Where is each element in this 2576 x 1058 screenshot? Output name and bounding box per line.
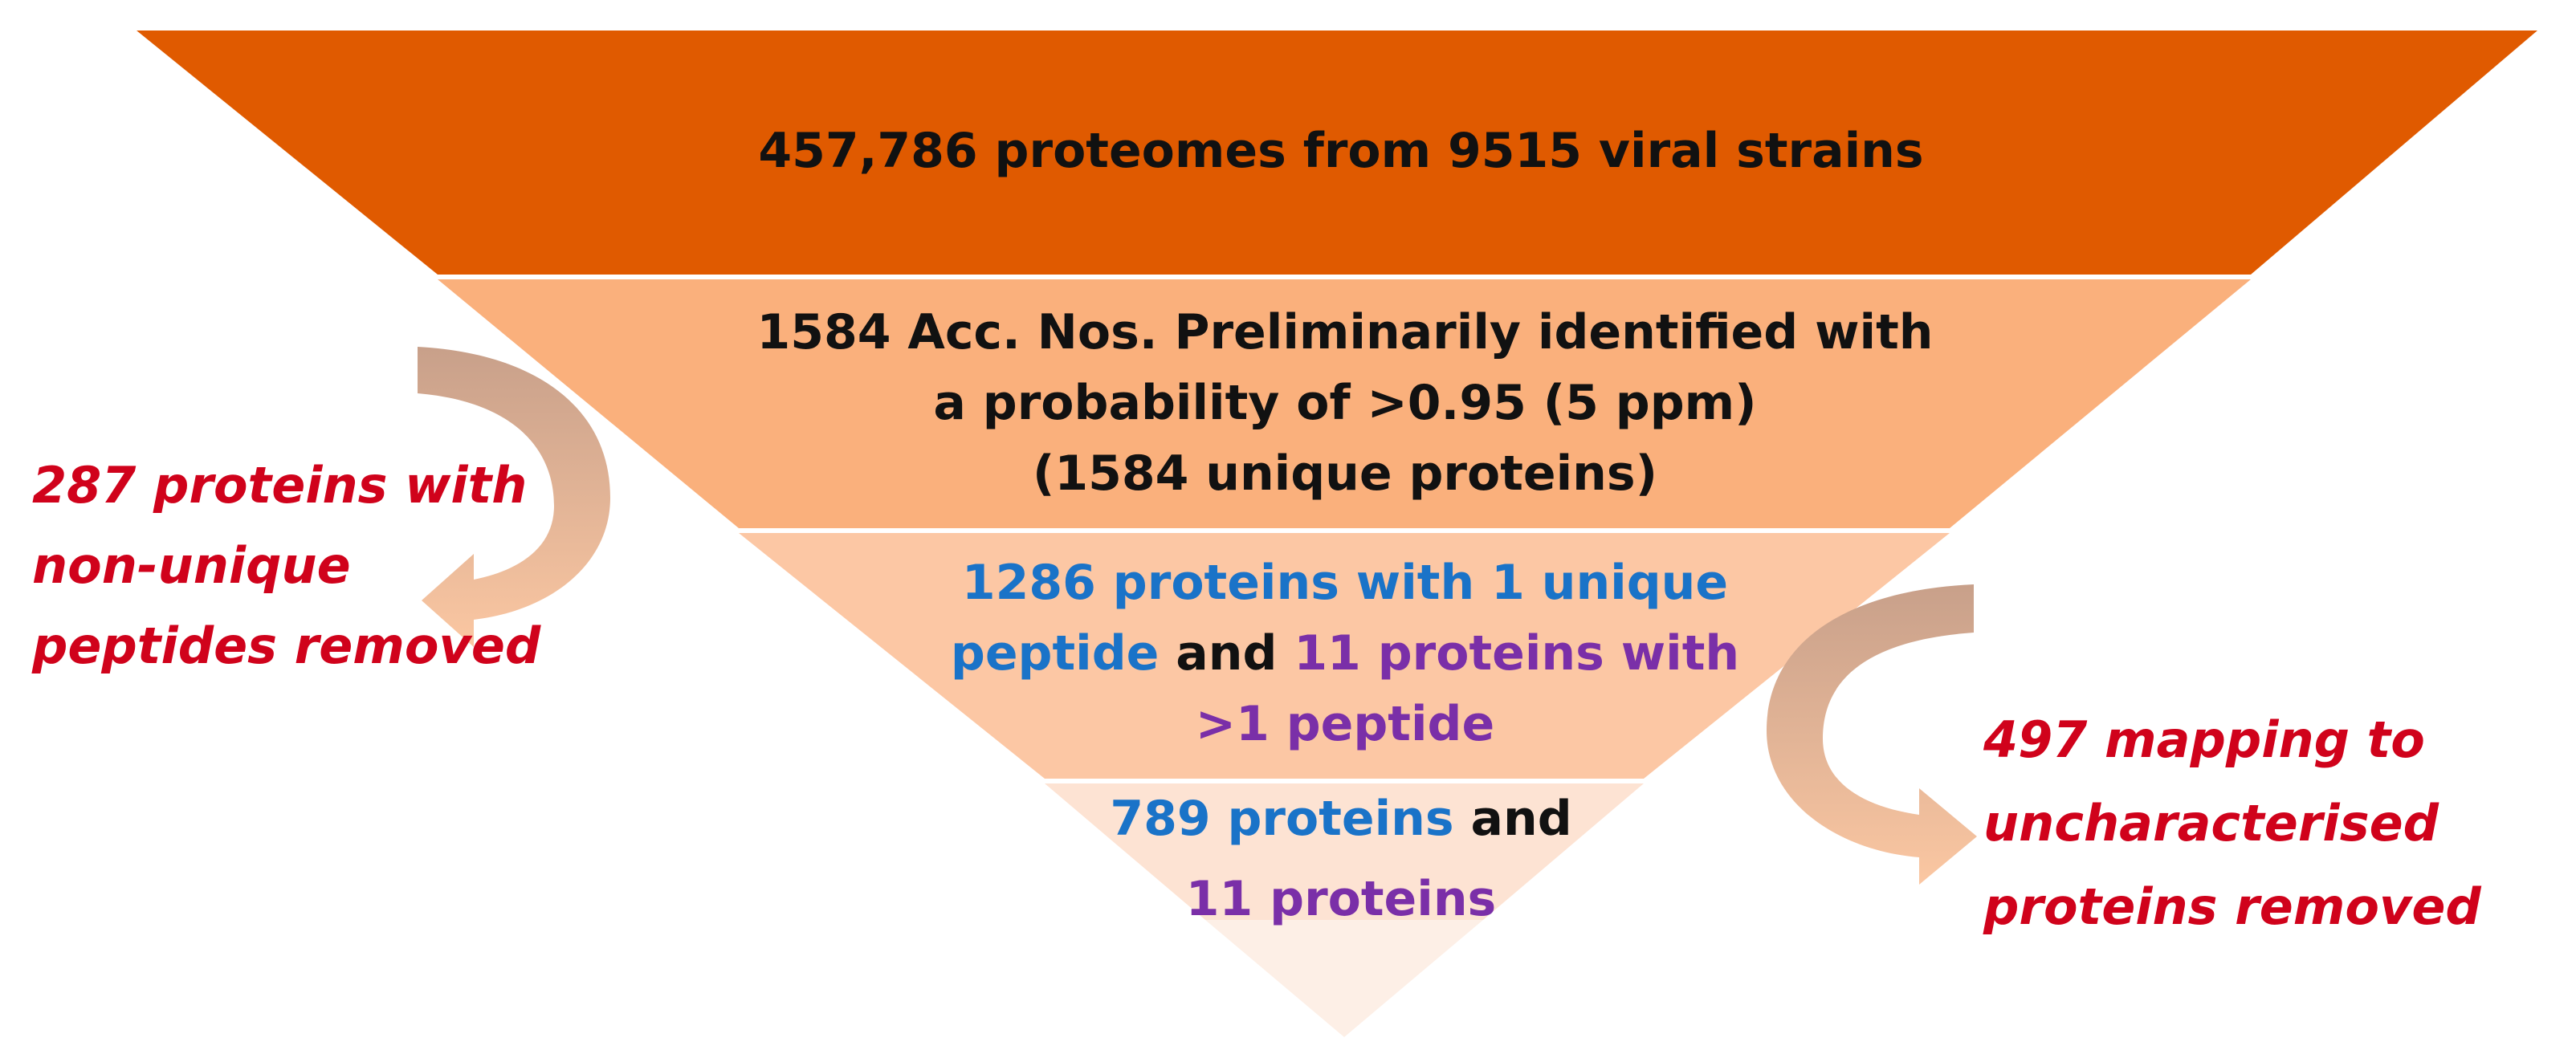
left-note-line3: peptides removed bbox=[32, 616, 541, 675]
left-curved-arrow bbox=[418, 347, 610, 647]
tier2-line2: a probability of >0.95 (5 ppm) bbox=[933, 375, 1757, 431]
tier4-line1: 789 proteins and bbox=[1060, 779, 1622, 859]
funnel-tier-1 bbox=[137, 31, 2537, 275]
tier2-label: 1584 Acc. Nos. Preliminarily identified … bbox=[562, 297, 2128, 509]
tier1-text: 457,786 proteomes from 9515 viral strain… bbox=[758, 123, 1924, 179]
tier4-line2-purple: 11 proteins bbox=[1185, 871, 1497, 927]
tier2-line1: 1584 Acc. Nos. Preliminarily identified … bbox=[756, 304, 1934, 360]
funnel-tier-5 bbox=[1205, 920, 1483, 1037]
tier2-line3: (1584 unique proteins) bbox=[1032, 446, 1658, 502]
right-curved-arrow bbox=[1767, 584, 1977, 885]
tier3-line2-blue: peptide bbox=[950, 625, 1160, 682]
tier4-line1-black: and bbox=[1453, 791, 1572, 847]
funnel-tier-4 bbox=[1045, 783, 1644, 920]
tier3-line1: 1286 proteins with 1 unique bbox=[803, 547, 1887, 618]
right-note-line1: 497 mapping to bbox=[1983, 710, 2425, 769]
tier3-label: 1286 proteins with 1 unique peptide and … bbox=[803, 547, 1887, 759]
tier3-line2-black: and bbox=[1159, 625, 1294, 682]
tier4-line1-blue: 789 proteins bbox=[1110, 791, 1454, 847]
tier3-line2: peptide and 11 proteins with bbox=[803, 618, 1887, 689]
tier4-label: 789 proteins and 11 proteins bbox=[1060, 779, 1622, 939]
tier3-line1-blue: 1286 proteins with 1 unique bbox=[961, 555, 1729, 611]
tier3-line3-purple: >1 peptide bbox=[1195, 696, 1495, 752]
right-note-line2: uncharacterised bbox=[1983, 794, 2439, 853]
tier4-line2: 11 proteins bbox=[1060, 859, 1622, 939]
left-note: 287 proteins with non-unique peptides re… bbox=[32, 446, 540, 686]
funnel-tier-3 bbox=[739, 533, 1950, 779]
tier3-line3: >1 peptide bbox=[803, 689, 1887, 759]
right-note-line3: proteins removed bbox=[1983, 877, 2481, 936]
funnel-tier-2 bbox=[438, 279, 2251, 528]
right-note: 497 mapping to uncharacterised proteins … bbox=[1983, 698, 2481, 949]
left-note-line1: 287 proteins with bbox=[32, 456, 528, 515]
tier3-line2-purple: 11 proteins with bbox=[1294, 625, 1740, 682]
tier1-label: 457,786 proteomes from 9515 viral strain… bbox=[458, 116, 2224, 186]
left-note-line2: non-unique bbox=[32, 536, 351, 595]
